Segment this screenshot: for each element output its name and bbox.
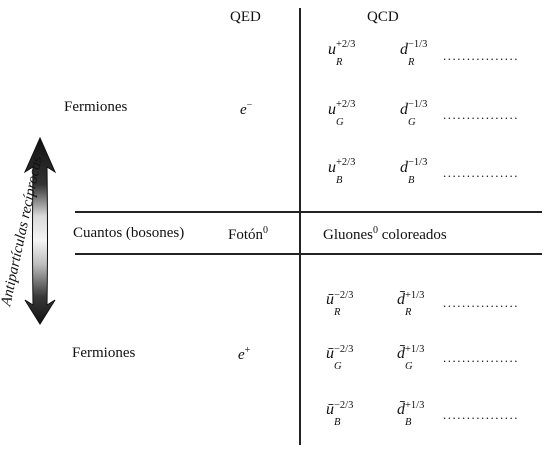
antiquark-u-blue: ū −2/3 B (326, 400, 354, 428)
ellipsis-antiquark-blue: ................ (443, 407, 519, 422)
ellipsis-quark-blue: ................ (443, 165, 519, 180)
quark-d-green: d −1/3 G (400, 99, 428, 128)
vertical-divider (299, 8, 301, 445)
positron-symbol: e+ (238, 345, 251, 363)
lower-horizontal-divider (75, 253, 542, 255)
quark-u-blue: u +2/3 B (328, 157, 356, 186)
row-label-fermions-bottom: Fermiones (72, 345, 136, 361)
antiquark-u-red: ū −2/3 R (326, 290, 354, 318)
quark-d-blue: d −1/3 B (400, 157, 428, 186)
ellipsis-quark-green: ................ (443, 107, 519, 122)
antiquark-d-green: d̄ +1/3 G (397, 344, 425, 372)
qcd-header: QCD (367, 9, 399, 25)
quark-u-red: u +2/3 R (328, 39, 356, 68)
qed-header: QED (230, 9, 261, 25)
ellipsis-antiquark-green: ................ (443, 350, 519, 365)
ellipsis-quark-red: ................ (443, 48, 519, 63)
quark-d-red: d −1/3 R (400, 39, 428, 68)
ellipsis-antiquark-red: ................ (443, 295, 519, 310)
gluons-label: Gluones0 coloreados (323, 225, 447, 243)
quark-u-green: u +2/3 G (328, 99, 356, 128)
double-arrow-icon: Antipartículas recíprocas (0, 136, 57, 325)
photon-label: Fotón0 (228, 225, 269, 243)
electron-symbol: e− (240, 100, 253, 118)
row-label-quanta: Cuantos (bosones) (73, 225, 185, 241)
row-label-fermions-top: Fermiones (64, 99, 128, 115)
antiquark-d-red: d̄ +1/3 R (397, 290, 425, 318)
antiquark-u-green: ū −2/3 G (326, 344, 354, 372)
antiquark-d-blue: d̄ +1/3 B (397, 400, 425, 428)
upper-horizontal-divider (75, 211, 542, 213)
